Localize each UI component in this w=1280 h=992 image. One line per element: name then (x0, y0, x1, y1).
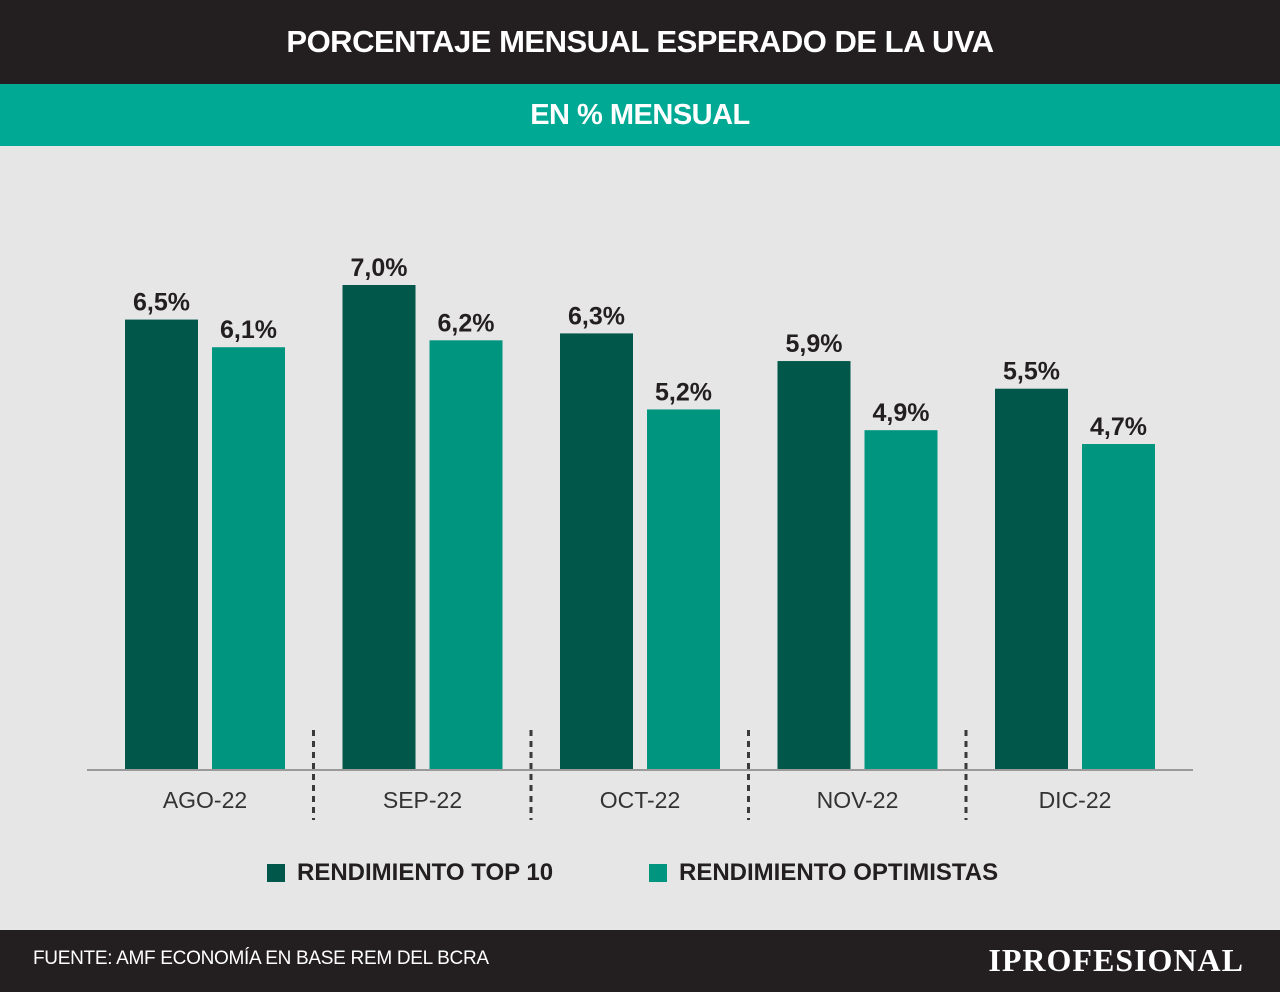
legend-swatch-optimistas (649, 864, 667, 882)
bar-top10-oct-22 (560, 333, 633, 769)
data-label-top10-ago-22: 6,5% (133, 289, 190, 317)
data-label-optimistas-dic-22: 4,7% (1090, 413, 1147, 441)
bar-top10-dic-22 (995, 388, 1068, 769)
bar-optimistas-nov-22 (864, 430, 938, 769)
chart-area: 6,5% 6,1% AGO-22 7,0% 6,2% SEP-22 6,3% 5,2% OCT-… (0, 146, 1280, 930)
x-tick-label-ago-22: AGO-22 (163, 787, 247, 813)
legend-item-top10: RENDIMIENTO TOP 10 (267, 858, 553, 888)
source-note: FUENTE: AMF ECONOMÍA EN BASE REM DEL BCR… (33, 948, 489, 969)
bar-top10-sep-22 (342, 285, 416, 769)
footer: FUENTE: AMF ECONOMÍA EN BASE REM DEL BCR… (0, 930, 1280, 992)
data-label-optimistas-sep-22: 6,2% (438, 309, 495, 337)
bar-optimistas-oct-22 (647, 409, 720, 769)
bar-chart: 6,5% 6,1% AGO-22 7,0% 6,2% SEP-22 6,3% 5,2% OCT-… (87, 254, 1193, 820)
chart-title: PORCENTAJE MENSUAL ESPERADO DE LA UVA (0, 0, 1280, 84)
data-label-top10-oct-22: 6,3% (568, 302, 625, 330)
x-tick-label-nov-22: NOV-22 (817, 787, 899, 813)
x-tick-label-oct-22: OCT-22 (600, 787, 681, 813)
x-tick-label-sep-22: SEP-22 (383, 787, 462, 813)
bar-top10-nov-22 (777, 361, 851, 769)
legend-swatch-top10 (267, 864, 285, 882)
legend-label-top10: RENDIMIENTO TOP 10 (297, 859, 554, 886)
x-tick-label-dic-22: DIC-22 (1039, 787, 1112, 813)
chart-subtitle: EN % MENSUAL (0, 84, 1280, 146)
bar-top10-ago-22 (125, 319, 198, 769)
brand-logo: IPROFESIONAL (988, 942, 1244, 978)
bar-optimistas-dic-22 (1082, 444, 1155, 769)
data-label-top10-nov-22: 5,9% (786, 330, 843, 358)
data-label-top10-dic-22: 5,5% (1003, 358, 1060, 386)
data-label-optimistas-oct-22: 5,2% (655, 378, 712, 406)
data-label-optimistas-nov-22: 4,9% (873, 399, 930, 427)
bar-optimistas-ago-22 (212, 347, 285, 769)
legend-item-optimistas: RENDIMIENTO OPTIMISTAS (649, 858, 998, 888)
data-label-top10-sep-22: 7,0% (351, 254, 408, 282)
bar-optimistas-sep-22 (429, 340, 503, 769)
legend-label-optimistas: RENDIMIENTO OPTIMISTAS (679, 859, 999, 886)
data-label-optimistas-ago-22: 6,1% (220, 316, 277, 344)
